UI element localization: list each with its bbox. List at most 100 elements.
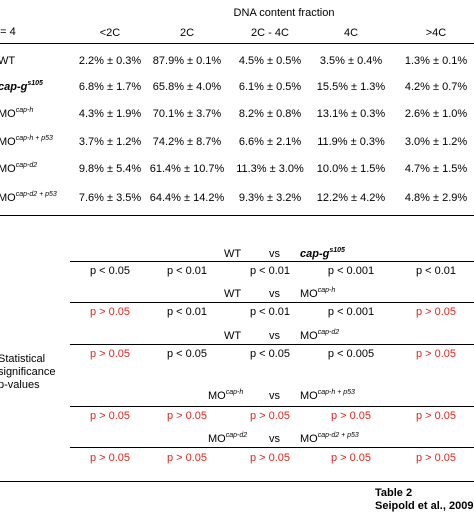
table-cell: 13.1% ± 0.3% <box>316 108 386 120</box>
row-label-base: MO <box>0 136 16 148</box>
p-value: p < 0.01 <box>166 265 208 277</box>
table-cell: 1.3% ± 0.1% <box>404 55 468 67</box>
row-label-superscript: s105 <box>27 80 43 87</box>
p-value: p > 0.05 <box>89 452 131 464</box>
table-cell: 3.7% ± 1.2% <box>78 136 142 148</box>
p-value: p < 0.005 <box>327 348 375 360</box>
p-value: p > 0.05 <box>166 452 208 464</box>
p-value: p < 0.01 <box>166 306 208 318</box>
comparison-left-base: WT <box>224 330 242 342</box>
table-cell: 10.0% ± 1.5% <box>316 163 386 175</box>
comparison-right-superscript: cap-d2 + p53 <box>317 432 359 439</box>
table-cell: 6.8% ± 1.7% <box>78 81 142 93</box>
comparison-right-base: cap-g <box>300 248 330 260</box>
table-cell: 4.5% ± 0.5% <box>238 55 302 67</box>
comparison-left: WT <box>224 288 241 301</box>
comparison-vs: vs <box>269 390 280 402</box>
caption-table: Table 2 <box>375 487 413 499</box>
table-cell: 64.4% ± 14.2% <box>149 192 225 204</box>
p-value: p > 0.05 <box>415 348 457 360</box>
comparison-right: MOcap-d2 <box>300 329 340 343</box>
row-label-superscript: cap-h + p53 <box>15 135 53 142</box>
p-value: p > 0.05 <box>415 306 457 318</box>
row-label-superscript: cap-h <box>15 107 34 114</box>
column-header: 2C <box>179 27 195 39</box>
stats-label-line: Statistical <box>0 353 46 365</box>
super-header: DNA content fraction <box>233 7 335 19</box>
comparison-right-base: MO <box>300 330 318 342</box>
row-label-superscript: cap-d2 + p53 <box>15 191 57 198</box>
comparison-right-base: MO <box>300 433 318 445</box>
p-value: p < 0.001 <box>327 306 375 318</box>
table-cell: 2.6% ± 1.0% <box>404 108 468 120</box>
comparison-right-superscript: cap-h <box>317 287 336 294</box>
comparison-right: cap-gs105 <box>300 247 345 261</box>
p-value: p < 0.05 <box>166 348 208 360</box>
table-cell: 11.3% ± 3.0% <box>236 163 304 175</box>
comparison-divider <box>70 447 474 448</box>
table-cell: 15.5% ± 1.3% <box>316 81 386 93</box>
table-cell: 12.2% ± 4.2% <box>316 192 386 204</box>
comparison-right-superscript: s105 <box>329 247 345 254</box>
row-label-superscript: cap-d2 <box>15 162 38 169</box>
table-cell: 87.9% ± 0.1% <box>152 55 222 67</box>
row-label: MOcap-h <box>0 107 34 121</box>
row-label: cap-gs105 <box>0 80 43 94</box>
comparison-right-superscript: cap-h + p53 <box>317 389 355 396</box>
row-label-base: WT <box>0 55 16 67</box>
comparison-left: MOcap-d2 <box>208 432 248 446</box>
p-value: p > 0.05 <box>89 348 131 360</box>
p-value: p < 0.001 <box>327 265 375 277</box>
p-value: p > 0.05 <box>89 306 131 318</box>
comparison-left-base: MO <box>208 390 226 402</box>
comparison-divider <box>70 406 474 407</box>
p-value: p > 0.05 <box>415 410 457 422</box>
row-label-base: MO <box>0 192 16 204</box>
comparison-right: MOcap-h + p53 <box>300 389 355 403</box>
table-cell: 65.8% ± 4.0% <box>152 81 222 93</box>
column-header: 4C <box>343 27 359 39</box>
row-label: WT <box>0 55 15 68</box>
p-value: p < 0.05 <box>89 265 131 277</box>
row-label: MOcap-h + p53 <box>0 135 53 149</box>
comparison-left-base: MO <box>208 433 226 445</box>
table-cell: 4.3% ± 1.9% <box>78 108 142 120</box>
row-label-base: MO <box>0 163 16 175</box>
p-value: p < 0.01 <box>249 265 291 277</box>
row-label: MOcap-d2 + p53 <box>0 191 57 205</box>
table-cell: 8.2% ± 0.8% <box>238 108 302 120</box>
row-label-base: cap-g <box>0 81 28 93</box>
comparison-left-base: WT <box>224 288 242 300</box>
bottom-divider <box>0 481 474 482</box>
table-cell: 61.4% ± 10.7% <box>149 163 225 175</box>
p-value: p > 0.05 <box>249 410 291 422</box>
comparison-right-base: MO <box>300 390 318 402</box>
table-cell: 6.1% ± 0.5% <box>238 81 302 93</box>
stats-label-line: significance <box>0 366 56 378</box>
table-cell: 4.8% ± 2.9% <box>404 192 468 204</box>
table-cell: 4.2% ± 0.7% <box>404 81 468 93</box>
p-value: p > 0.05 <box>330 410 372 422</box>
table-cell: 70.1% ± 3.7% <box>152 108 222 120</box>
comparison-divider <box>70 344 474 345</box>
comparison-right: MOcap-d2 + p53 <box>300 432 359 446</box>
stats-label-line: p-values <box>0 379 40 391</box>
comparison-vs: vs <box>269 330 280 342</box>
comparison-left-superscript: cap-d2 <box>225 432 248 439</box>
table-cell: 74.2% ± 8.7% <box>152 136 222 148</box>
n-label: n = 4 <box>0 26 16 38</box>
column-header: 2C - 4C <box>251 27 289 39</box>
p-value: p > 0.05 <box>415 452 457 464</box>
comparison-vs: vs <box>269 248 280 260</box>
comparison-vs: vs <box>269 288 280 300</box>
comparison-right: MOcap-h <box>300 287 336 301</box>
comparison-left: WT <box>224 330 241 343</box>
row-label: MOcap-d2 <box>0 162 38 176</box>
column-header: >4C <box>425 27 447 39</box>
p-value: p > 0.05 <box>89 410 131 422</box>
table-cell: 3.5% ± 0.4% <box>319 55 383 67</box>
comparison-right-superscript: cap-d2 <box>317 329 340 336</box>
comparison-divider <box>70 302 474 303</box>
p-value: p > 0.05 <box>249 452 291 464</box>
table-cell: 6.6% ± 2.1% <box>238 136 302 148</box>
